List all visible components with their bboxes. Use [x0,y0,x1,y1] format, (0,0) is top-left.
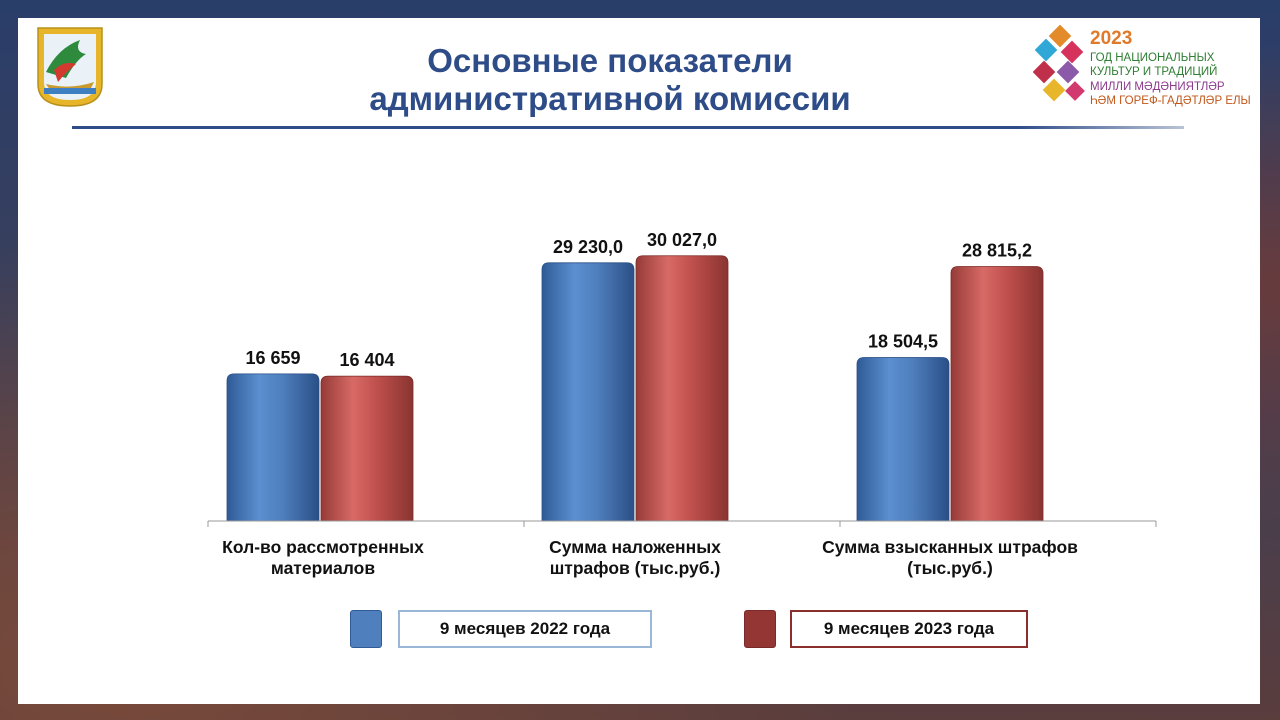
bar-series1-cat3 [856,357,950,522]
category-label-1-line-1: Кол-во рассмотренных [222,537,424,557]
category-label-3-line-2: (тыс.руб.) [907,558,993,578]
logo-line1: ГОД НАЦИОНАЛЬНЫХ [1090,52,1215,64]
data-label-series2-cat2: 30 027,0 [647,230,717,250]
legend-label-2023: 9 месяцев 2023 года [790,610,1028,648]
logo-line3: МИЛЛИ МӘДӘНИЯТЛӘР [1090,81,1225,93]
bar-series1-cat1 [226,373,320,522]
category-label-1-line-2: материалов [270,558,376,578]
data-label-series1-cat1: 16 659 [245,348,300,368]
logo-line4: ҺӘМ ГОРЕФ-ГАДӘТЛӘР ЕЛЫ [1090,95,1251,107]
category-label-3-line-1: Сумма взысканных штрафов [822,537,1078,557]
bar-series2-cat2 [635,255,729,522]
bar-series2-cat1 [320,375,414,522]
coat-of-arms-logo [37,27,103,107]
page-title: Основные показатели административной ком… [330,42,890,118]
bar-series1-cat2 [541,262,635,522]
data-label-series1-cat2: 29 230,0 [553,237,623,257]
bar-series2-cat3 [950,266,1044,522]
title-line-2: административной комиссии [369,80,851,117]
data-label-series2-cat3: 28 815,2 [962,240,1032,260]
legend-swatch-2022 [350,610,382,648]
legend-label-2022: 9 месяцев 2022 года [398,610,652,648]
category-label-1: Кол-во рассмотренных материалов [173,537,473,579]
title-divider [72,126,1184,129]
category-label-2-line-2: штрафов (тыс.руб.) [549,558,721,578]
data-label-series1-cat3: 18 504,5 [868,332,938,352]
year-of-cultures-logo: 2023 ГОД НАЦИОНАЛЬНЫХ КУЛЬТУР И ТРАДИЦИЙ… [1030,24,1251,116]
data-label-series2-cat1: 16 404 [339,350,394,370]
legend-swatch-2023 [744,610,776,648]
category-label-2: Сумма наложенных штрафов (тыс.руб.) [485,537,785,579]
title-line-1: Основные показатели [427,42,793,79]
category-label-3: Сумма взысканных штрафов (тыс.руб.) [800,537,1100,579]
logo-line2: КУЛЬТУР И ТРАДИЦИЙ [1090,66,1218,78]
ornament-icon [1032,24,1085,102]
logo-year: 2023 [1090,28,1133,49]
category-label-2-line-1: Сумма наложенных [549,537,721,557]
